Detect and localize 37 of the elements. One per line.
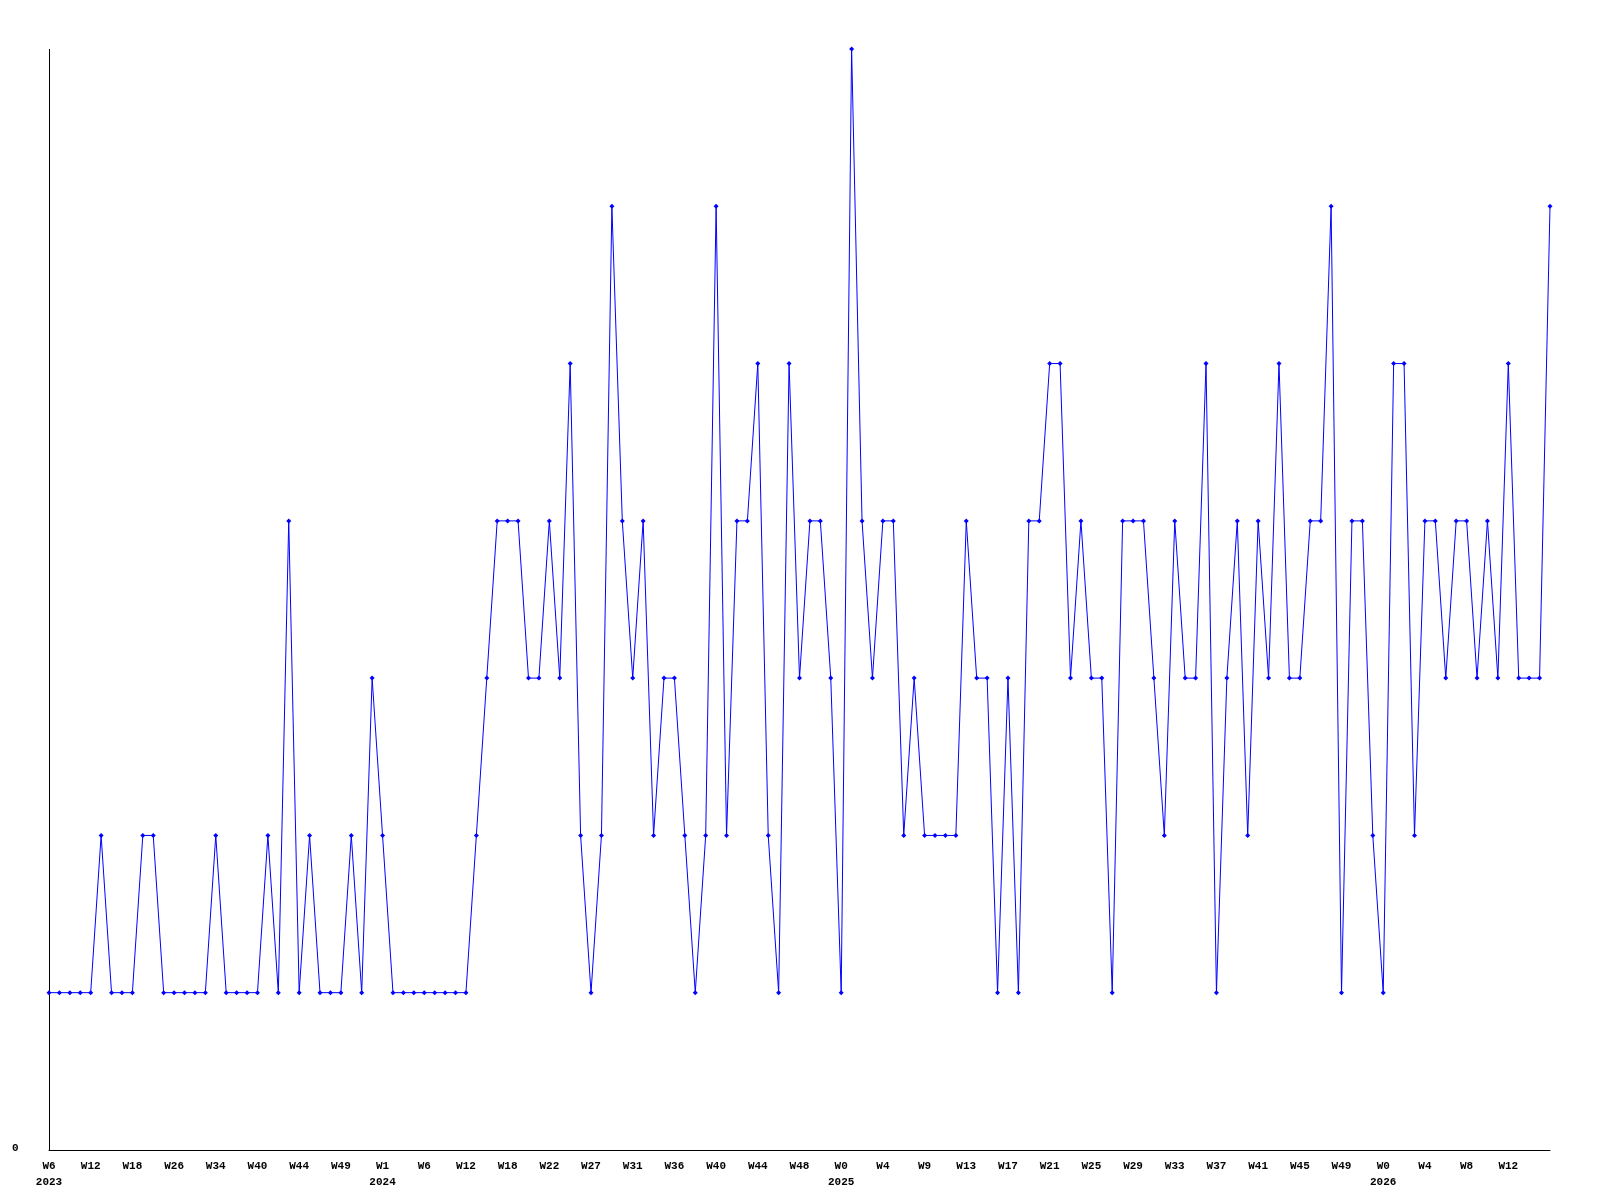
- x-tick-label: W40: [247, 1160, 268, 1172]
- x-tick-label: W21: [1039, 1160, 1060, 1172]
- x-tick-label: W12: [80, 1160, 101, 1172]
- x-tick-label: W45: [1289, 1160, 1311, 1172]
- x-tick-label: W4: [1418, 1160, 1432, 1172]
- x-tick-label: W44: [747, 1160, 769, 1172]
- text: 0: [12, 1141, 19, 1154]
- x-tick-label: W40: [706, 1160, 727, 1172]
- x-tick-label: W0 2025: [827, 1160, 855, 1188]
- x-tick-label: W33: [1164, 1160, 1186, 1172]
- x-tick-label: W4: [876, 1160, 890, 1172]
- x-tick-label: W34: [205, 1160, 227, 1172]
- x-tick-label: W26: [164, 1160, 184, 1172]
- x-tick-label: W17: [998, 1160, 1018, 1172]
- x-tick-label: W13: [956, 1160, 977, 1172]
- x-tick-label: W48: [789, 1160, 810, 1172]
- x-tick-label: W12: [456, 1160, 476, 1172]
- x-tick-label: W31: [622, 1160, 644, 1172]
- x-tick-label: W9: [917, 1160, 932, 1172]
- x-tick-label: W6 2023: [35, 1160, 63, 1188]
- x-tick-label: W49: [1331, 1160, 1352, 1172]
- x-tick-label: W37: [1206, 1160, 1227, 1172]
- x-tick-label: W27: [581, 1160, 601, 1172]
- x-tick-label: W22: [539, 1160, 560, 1172]
- x-tick-label: W0 2026: [1370, 1160, 1397, 1188]
- x-tick-label: W6: [417, 1160, 431, 1172]
- x-tick-label: W49: [330, 1160, 351, 1172]
- x-tick-label: W18: [497, 1160, 518, 1172]
- x-tick-label: W1 2024: [369, 1160, 397, 1188]
- x-tick-label: W25: [1081, 1160, 1102, 1172]
- x-tick-label: W18: [122, 1160, 143, 1172]
- x-tick-label: W36: [664, 1160, 685, 1172]
- x-tick-label: W12: [1498, 1160, 1519, 1172]
- x-tick-label: W44: [289, 1160, 310, 1172]
- x-tick-label: W41: [1248, 1160, 1269, 1172]
- x-tick-label: W8: [1460, 1160, 1474, 1172]
- x-tick-label: W29: [1123, 1160, 1143, 1172]
